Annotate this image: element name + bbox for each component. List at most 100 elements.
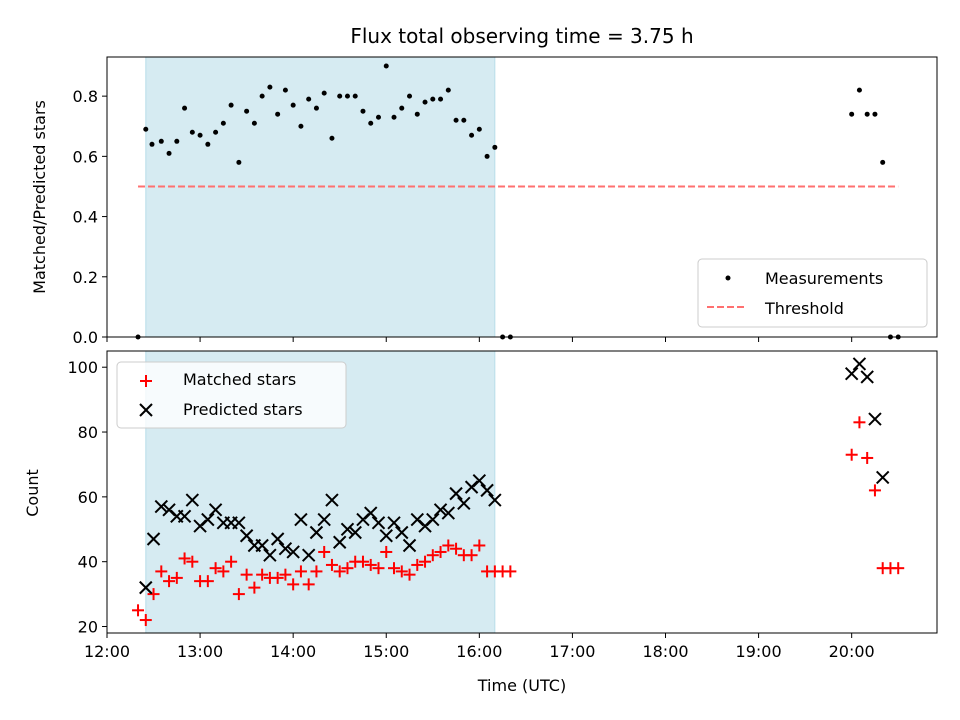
measurement-point [298, 123, 304, 129]
matched-star-point [287, 578, 300, 591]
matched-star-point [232, 588, 245, 601]
measurement-point [856, 87, 862, 93]
legend-threshold-label: Threshold [764, 299, 844, 318]
measurement-point [453, 117, 459, 123]
matched-star-point [861, 451, 874, 464]
predicted-star-point [868, 412, 882, 426]
predicted-star-point [402, 538, 417, 553]
measurement-point [275, 111, 281, 117]
matched-star-point [364, 558, 377, 571]
matched-star-point [473, 539, 486, 552]
bottom-x-tick-label: 17:00 [549, 642, 595, 661]
matched-star-point [201, 575, 214, 588]
predicted-star-point [154, 499, 169, 514]
measurement-point [236, 159, 242, 165]
measurement-point [469, 132, 475, 138]
bottom-y-tick-label: 60 [78, 488, 98, 507]
measurement-point [391, 114, 397, 120]
measurement-point [290, 102, 296, 108]
top-y-tick-label: 0.6 [73, 147, 98, 166]
measurement-point [143, 126, 149, 132]
top-plot-frame [106, 56, 938, 338]
predicted-star-point [286, 545, 300, 559]
top-y-ticks: 0.0 0.2 0.4 0.6 0.8 [73, 87, 107, 347]
predicted-star-point [395, 525, 409, 540]
matched-star-point [225, 555, 238, 568]
matched-star-point [465, 549, 478, 562]
predicted-star-point [371, 516, 386, 530]
predicted-star-point [146, 532, 161, 546]
legend-matched-label: Matched stars [183, 370, 296, 389]
measurement-point [407, 93, 413, 99]
measurement-point [864, 111, 870, 117]
bottom-x-tick-label: 12:00 [84, 642, 130, 661]
measurement-point [149, 141, 155, 147]
bottom-y-tick-label: 80 [78, 423, 98, 442]
predicted-star-point [472, 473, 487, 488]
measurement-point [228, 102, 234, 108]
matched-star-point [341, 562, 354, 575]
bottom-x-tick-label: 13:00 [177, 642, 223, 661]
bottom-x-tick-label: 16:00 [456, 642, 502, 661]
bottom-legend-box [116, 361, 347, 429]
measurement-point [182, 105, 188, 111]
matched-star-point [170, 571, 183, 584]
top-panel: 0.00.20.40.60.8 Matched/Predicted stars … [30, 56, 938, 347]
matched-star-point [325, 558, 338, 571]
measurement-point [174, 138, 180, 144]
predicted-star-point [309, 525, 324, 540]
measurement-point [189, 129, 195, 135]
matched-star-point [372, 562, 385, 575]
measurement-point [282, 87, 288, 93]
predicted-star-point [201, 512, 215, 527]
legend-predicted-marker [139, 403, 153, 417]
measurement-point [197, 132, 203, 138]
predicted-star-point [488, 493, 502, 507]
measurement-point [166, 150, 172, 156]
predicted-star-point [441, 506, 456, 520]
measurement-point [849, 111, 855, 117]
predicted-star-point [232, 516, 246, 530]
top-y-tick-label: 0.8 [73, 87, 98, 106]
matched-star-point [426, 549, 439, 562]
measurement-point [461, 117, 467, 123]
predicted-star-point [433, 503, 448, 517]
matched-star-point [302, 578, 315, 591]
bottom-y-tick-label: 40 [78, 553, 98, 572]
predicted-star-point [177, 509, 192, 524]
bottom-x-tick-label: 14:00 [270, 642, 316, 661]
matched-star-point [333, 565, 346, 578]
x-axis-title: Time (UTC) [477, 676, 566, 695]
bottom-plot-frame [106, 350, 938, 634]
predicted-star-point [379, 529, 393, 543]
matched-star-point [845, 448, 858, 461]
predicted-star-point [270, 532, 285, 546]
matched-star-point [868, 484, 881, 497]
bottom-x-tick-label: 18:00 [642, 642, 688, 661]
matched-star-point [380, 545, 393, 558]
predicted-star-point [185, 493, 200, 507]
matched-star-point [419, 555, 432, 568]
matched-star-point [892, 562, 905, 575]
chart-title: Flux total observing time = 3.75 h [350, 24, 693, 48]
predicted-star-point [263, 548, 277, 562]
measurement-point [205, 141, 211, 147]
matched-star-point [186, 555, 199, 568]
bottom-legend: Matched stars Predicted stars [116, 361, 347, 429]
predicted-star-point [480, 483, 494, 498]
measurement-point [476, 126, 482, 132]
matched-star-point [853, 416, 866, 429]
top-y-axis-title: Matched/Predicted stars [30, 100, 49, 294]
predicted-star-point [294, 512, 308, 527]
measurement-point [383, 63, 389, 69]
measurement-point [368, 120, 374, 126]
bottom-y-ticks: 20 40 60 80 100 [67, 358, 107, 637]
predicted-star-point [449, 486, 463, 501]
measurement-point [375, 114, 381, 120]
predicted-star-point [317, 512, 331, 527]
matched-star-point [139, 614, 152, 627]
measurement-point [251, 120, 257, 126]
measurement-point [492, 144, 498, 150]
predicted-star-point [340, 522, 355, 536]
bottom-y-axis-title: Count [23, 469, 42, 517]
